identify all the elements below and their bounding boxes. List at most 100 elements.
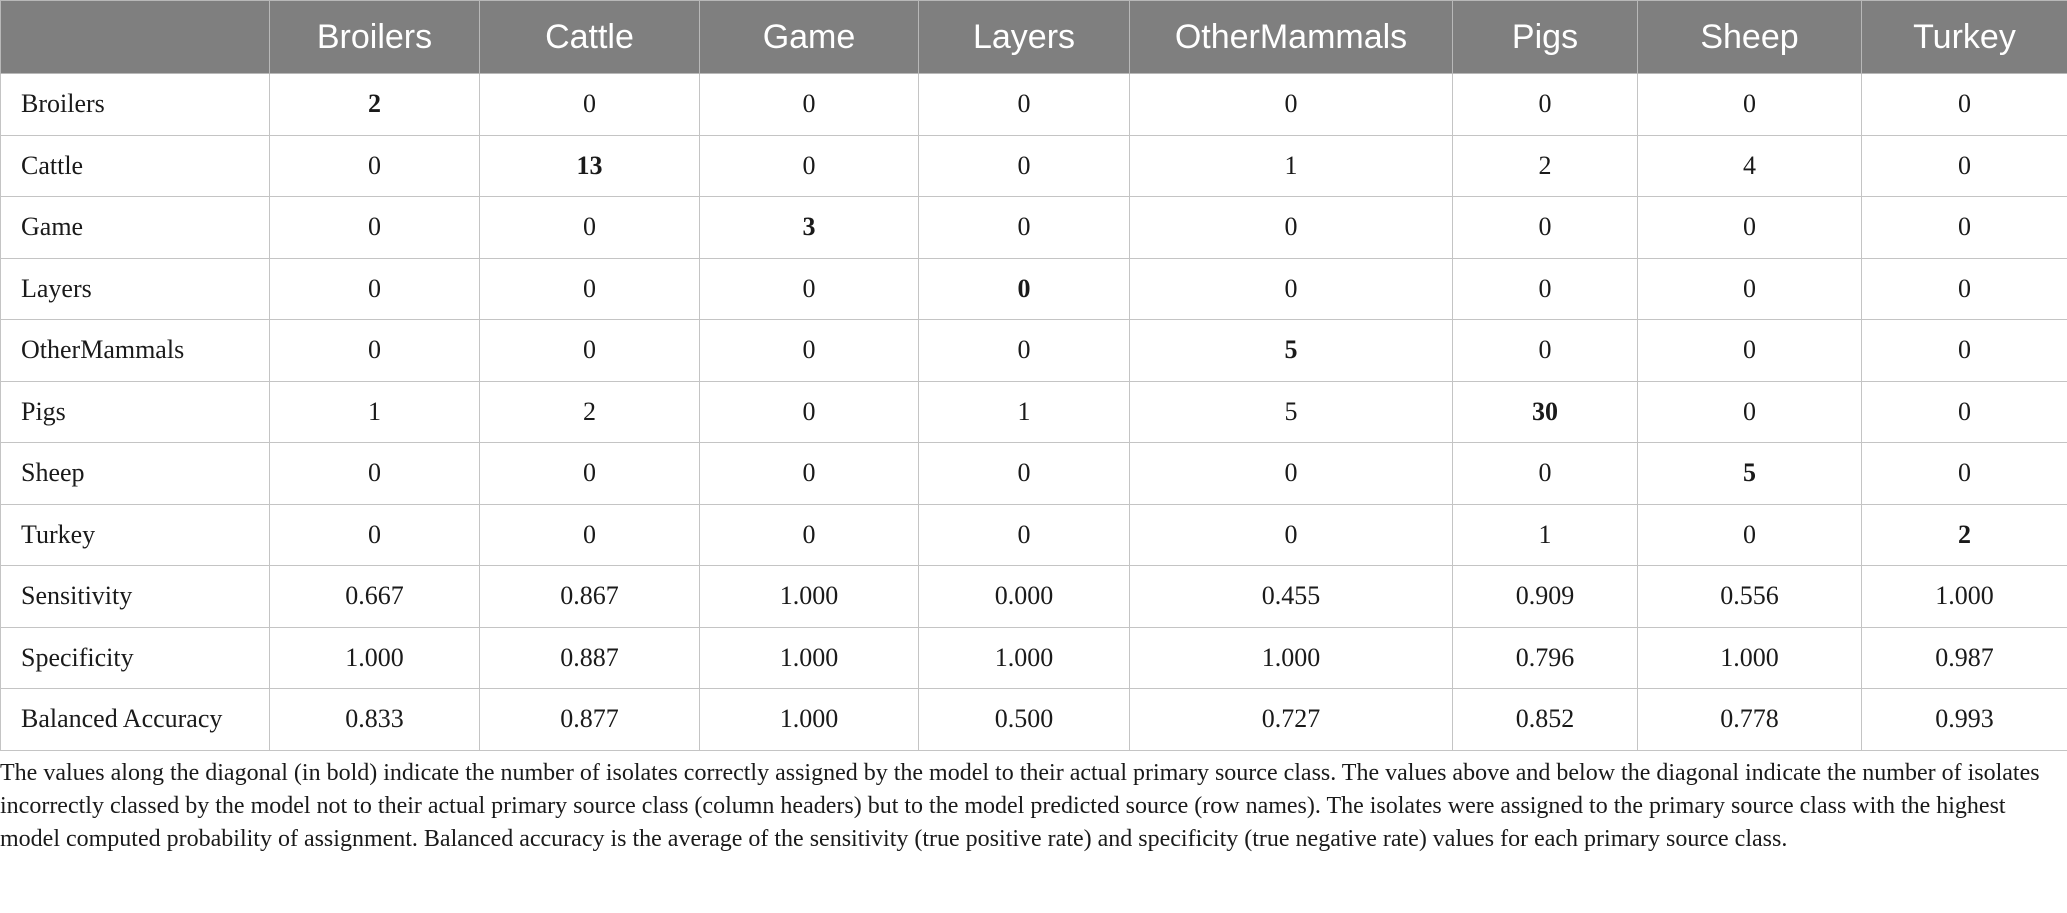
column-header-game: Game <box>699 0 919 74</box>
table-cell: 1.000 <box>1637 626 1862 689</box>
table-row: Cattle 0 13 0 0 1 2 4 0 <box>0 134 2067 197</box>
row-name: Balanced Accuracy <box>0 688 270 751</box>
table-cell: 0 <box>699 73 919 136</box>
table-cell: 0 <box>1452 319 1638 382</box>
table-cell: 1.000 <box>699 565 919 628</box>
table-cell: 1 <box>918 380 1130 443</box>
table-cell: 1.000 <box>1129 626 1453 689</box>
table-cell: 0 <box>1452 442 1638 505</box>
column-header-othermammals: OtherMammals <box>1129 0 1453 74</box>
table-cell: 0 <box>918 196 1130 259</box>
diagonal-cell: 5 <box>1637 442 1862 505</box>
table-row: Sensitivity 0.667 0.867 1.000 0.000 0.455 0.90… <box>0 565 2067 628</box>
table-cell: 0 <box>1861 134 2067 197</box>
diagonal-cell: 30 <box>1452 380 1638 443</box>
row-name: Specificity <box>0 626 270 689</box>
table-cell: 0.455 <box>1129 565 1453 628</box>
table-cell: 0.887 <box>479 626 700 689</box>
table-cell: 0 <box>1861 442 2067 505</box>
table-cell: 0 <box>1452 257 1638 320</box>
table-cell: 0.796 <box>1452 626 1638 689</box>
confusion-matrix-table-container: Broilers Cattle Game Layers OtherMammals Pigs… <box>0 0 2067 751</box>
table-cell: 1.000 <box>699 626 919 689</box>
column-header-turkey: Turkey <box>1861 0 2067 74</box>
diagonal-cell: 2 <box>269 73 480 136</box>
table-body: Broilers 2 0 0 0 0 0 0 0 Cattle 0 13 0 0 1 2 4 0 Game 0 0 3 0 0… <box>0 73 2067 751</box>
table-cell: 0.500 <box>918 688 1130 751</box>
table-cell: 2 <box>479 380 700 443</box>
row-name: Broilers <box>0 73 270 136</box>
table-cell: 1.000 <box>918 626 1130 689</box>
column-header-pigs: Pigs <box>1452 0 1638 74</box>
table-row: Broilers 2 0 0 0 0 0 0 0 <box>0 73 2067 136</box>
table-cell: 0 <box>269 319 480 382</box>
column-header-sheep: Sheep <box>1637 0 1862 74</box>
diagonal-cell: 5 <box>1129 319 1453 382</box>
table-cell: 0 <box>1637 380 1862 443</box>
table-cell: 0 <box>1452 73 1638 136</box>
table-cell: 0 <box>918 134 1130 197</box>
table-cell: 2 <box>1452 134 1638 197</box>
table-cell: 0.909 <box>1452 565 1638 628</box>
diagonal-cell: 3 <box>699 196 919 259</box>
table-row: Balanced Accuracy 0.833 0.877 1.000 0.500 0.7… <box>0 688 2067 751</box>
row-name: Pigs <box>0 380 270 443</box>
table-cell: 0 <box>1637 257 1862 320</box>
table-row: Specificity 1.000 0.887 1.000 1.000 1.000 0.79… <box>0 626 2067 689</box>
table-cell: 1 <box>1452 503 1638 566</box>
table-cell: 0 <box>699 503 919 566</box>
table-cell: 0 <box>269 134 480 197</box>
column-header-layers: Layers <box>918 0 1130 74</box>
table-cell: 4 <box>1637 134 1862 197</box>
table-cell: 0.000 <box>918 565 1130 628</box>
table-cell: 0 <box>699 134 919 197</box>
table-cell: 0.867 <box>479 565 700 628</box>
table-cell: 0 <box>1129 73 1453 136</box>
table-cell: 0 <box>269 257 480 320</box>
table-cell: 0 <box>1637 196 1862 259</box>
table-cell: 0 <box>479 319 700 382</box>
table-cell: 0.727 <box>1129 688 1453 751</box>
table-cell: 1 <box>269 380 480 443</box>
table-cell: 0.778 <box>1637 688 1862 751</box>
table-cell: 0.987 <box>1861 626 2067 689</box>
table-cell: 0.667 <box>269 565 480 628</box>
table-cell: 0 <box>1129 442 1453 505</box>
table-cell: 0.852 <box>1452 688 1638 751</box>
table-cell: 0 <box>918 73 1130 136</box>
row-name: Sheep <box>0 442 270 505</box>
table-cell: 0 <box>918 503 1130 566</box>
table-cell: 0 <box>269 196 480 259</box>
table-cell: 0 <box>479 442 700 505</box>
table-cell: 0 <box>1452 196 1638 259</box>
table-cell: 0 <box>269 442 480 505</box>
confusion-matrix-table: Broilers Cattle Game Layers OtherMammals Pigs… <box>0 0 2067 751</box>
table-cell: 0.833 <box>269 688 480 751</box>
table-cell: 0 <box>1129 257 1453 320</box>
table-cell: 1.000 <box>699 688 919 751</box>
table-cell: 0 <box>1861 73 2067 136</box>
row-name: Sensitivity <box>0 565 270 628</box>
table-cell: 0.993 <box>1861 688 2067 751</box>
table-footnote: The values along the diagonal (in bold) … <box>0 760 2040 852</box>
table-cell: 0 <box>1129 196 1453 259</box>
table-cell: 0 <box>699 442 919 505</box>
table-cell: 0 <box>1637 73 1862 136</box>
table-cell: 0 <box>918 442 1130 505</box>
table-cell: 0 <box>479 196 700 259</box>
table-cell: 0 <box>1861 196 2067 259</box>
table-cell: 0 <box>1861 380 2067 443</box>
row-name: Cattle <box>0 134 270 197</box>
header-corner-cell <box>0 0 270 74</box>
header-row: Broilers Cattle Game Layers OtherMammals Pigs… <box>0 0 2067 74</box>
column-header-cattle: Cattle <box>479 0 700 74</box>
table-header: Broilers Cattle Game Layers OtherMammals Pigs… <box>0 0 2067 74</box>
table-cell: 0 <box>699 319 919 382</box>
table-cell: 0 <box>269 503 480 566</box>
row-name: Game <box>0 196 270 259</box>
table-cell: 0.556 <box>1637 565 1862 628</box>
table-cell: 0.877 <box>479 688 700 751</box>
row-name: OtherMammals <box>0 319 270 382</box>
table-row: Turkey 0 0 0 0 0 1 0 2 <box>0 503 2067 566</box>
table-cell: 5 <box>1129 380 1453 443</box>
